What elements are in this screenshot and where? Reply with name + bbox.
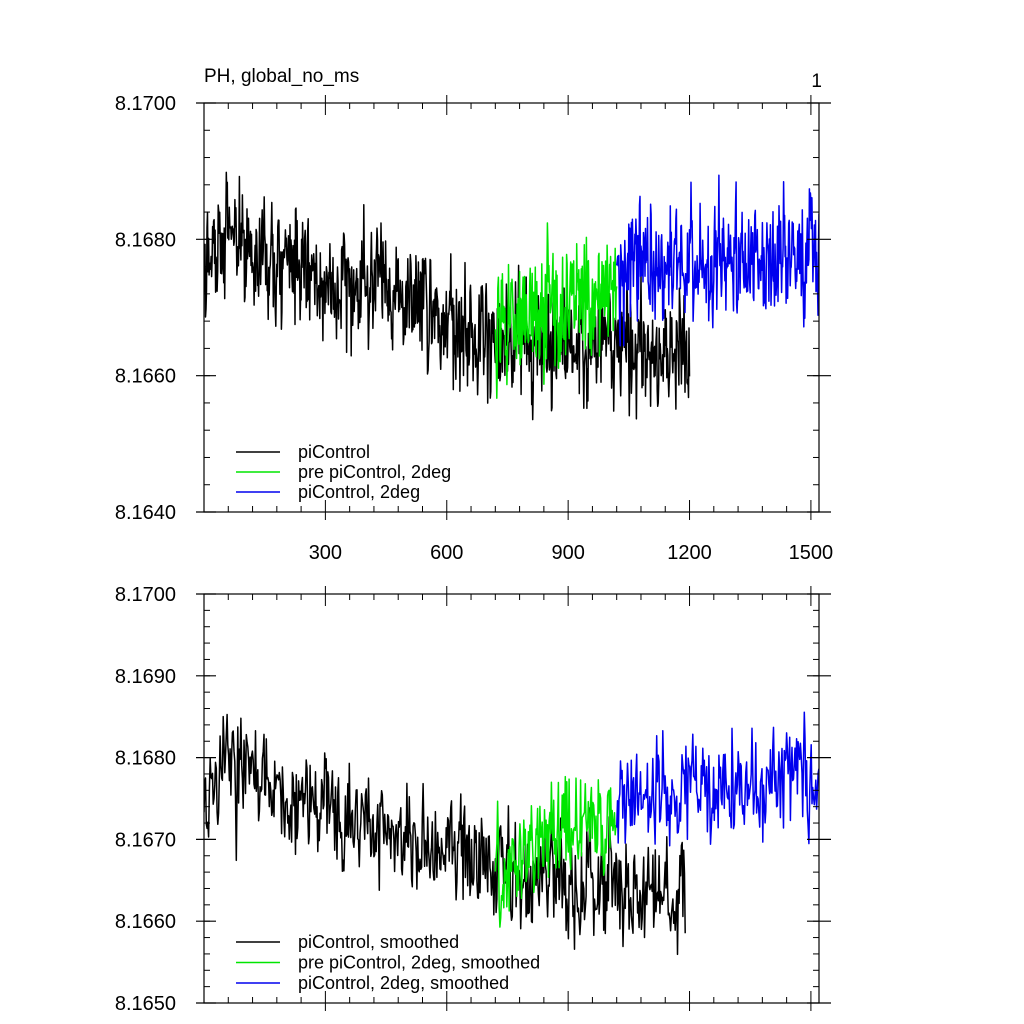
plot-lines [204, 171, 819, 421]
legend-label: piControl [298, 442, 370, 462]
legend-label: pre piControl, 2deg [298, 462, 451, 482]
y-tick-label: 8.1660 [115, 366, 176, 388]
y-tick-label: 8.1670 [115, 829, 176, 851]
axis-ticks: 8.1640 8.1660 8.1680 8.1700 300 600 900 1200 150… [115, 93, 833, 564]
x-tick-label: 1200 [667, 542, 712, 564]
series-line-2 [494, 775, 617, 928]
series-line-2 [494, 222, 618, 399]
axis-ticks: 8.1650 8.1660 8.1670 8.1680 8.1690 8.1700 [115, 584, 831, 1015]
bottom-panel: 8.1650 8.1660 8.1670 8.1680 8.1690 8.1700 piC… [115, 584, 831, 1015]
y-tick-label: 8.1660 [115, 911, 176, 933]
y-tick-label: 8.1640 [115, 502, 176, 524]
series-line-3 [615, 174, 819, 347]
legend-label: piControl, 2deg, smoothed [298, 973, 509, 993]
x-tick-label: 600 [430, 542, 463, 564]
top-panel: PH, global_no_ms 8.1640 8.1660 8.1680 8.170… [115, 66, 833, 564]
y-tick-label: 8.1680 [115, 229, 176, 251]
x-tick-label: 300 [309, 542, 342, 564]
series-line-1 [204, 713, 686, 956]
legend-label: piControl, 2deg [298, 482, 420, 502]
legend-label: piControl, smoothed [298, 932, 459, 952]
y-tick-label: 8.1700 [115, 93, 176, 115]
y-tick-label: 8.1700 [115, 584, 176, 606]
x-tick-label: 900 [551, 542, 584, 564]
y-tick-label: 8.1690 [115, 666, 176, 688]
plot-lines [204, 711, 819, 956]
x-tick-label: 1500 [789, 542, 834, 564]
chart-title: PH, global_no_ms [204, 66, 359, 87]
series-line-3 [615, 711, 819, 847]
page-number: 1 [811, 71, 822, 92]
series-line-1 [204, 171, 691, 421]
legend-label: pre piControl, 2deg, smoothed [298, 953, 540, 973]
plot-frame [203, 593, 820, 1004]
y-tick-label: 8.1680 [115, 748, 176, 770]
y-tick-label: 8.1650 [115, 993, 176, 1015]
plot-frame [203, 102, 820, 513]
